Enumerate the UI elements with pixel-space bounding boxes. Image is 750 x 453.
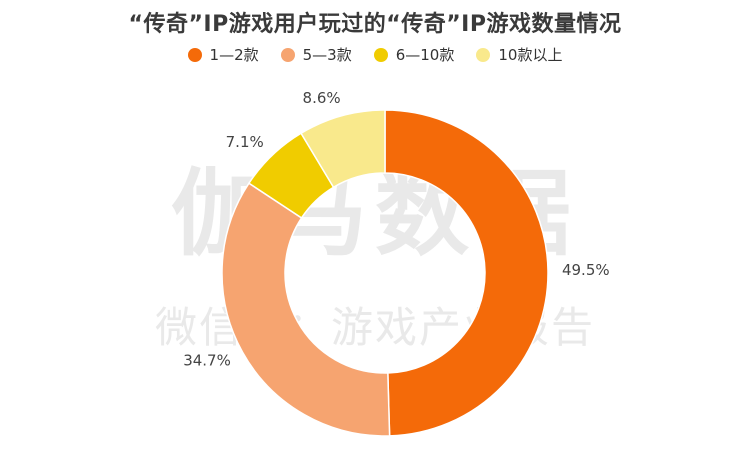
legend-label-2: 5—3款 (302, 46, 352, 64)
legend-swatch-3 (373, 47, 388, 62)
slice-label-3: 7.1% (226, 133, 264, 151)
legend-label-4: 10款以上 (498, 46, 563, 64)
legend-label-3: 6—10款 (395, 46, 455, 64)
legend-label-1: 1—2款 (209, 46, 259, 64)
slice-1-2 (384, 109, 549, 437)
legend-item-4: 10款以上 (476, 44, 562, 65)
legend-swatch-1 (187, 47, 202, 62)
legend-item-1: 1—2款 (187, 44, 259, 65)
legend-swatch-2 (280, 47, 295, 62)
slice-10-plus (300, 109, 386, 189)
legend-item-3: 6—10款 (373, 44, 455, 65)
slice-5-3 (221, 182, 391, 437)
chart-title: “传奇”IP游戏用户玩过的“传奇”IP游戏数量情况 (128, 12, 622, 37)
legend-swatch-4 (476, 47, 491, 62)
slice-label-1: 49.5% (562, 261, 610, 279)
slice-label-2: 34.7% (183, 352, 231, 370)
chart-legend: 1—2款 5—3款 6—10款 10款以上 (0, 44, 750, 65)
legend-item-2: 5—3款 (280, 44, 352, 65)
slice-label-4: 8.6% (303, 89, 341, 107)
